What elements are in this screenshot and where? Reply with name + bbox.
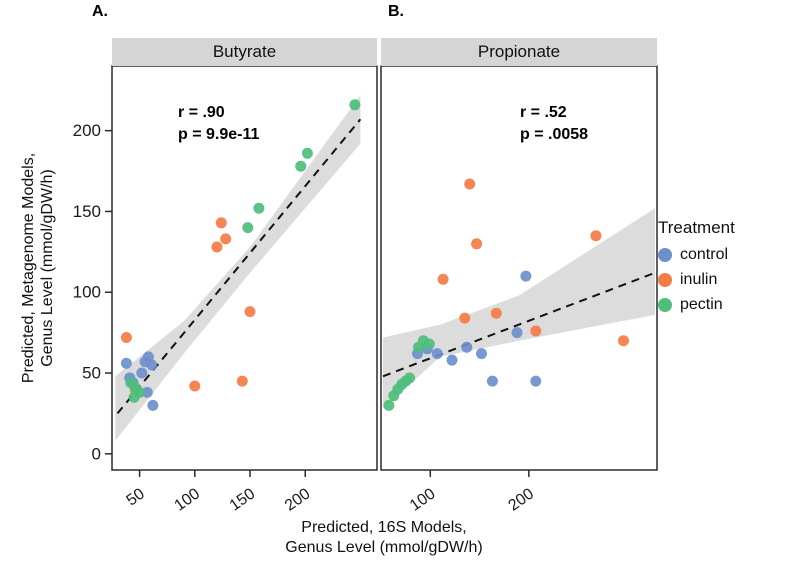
panel-a-r-value: r = .90 — [178, 104, 225, 121]
data-point-inulin — [437, 273, 449, 285]
data-point-inulin — [530, 325, 542, 337]
legend-dot-inulin — [658, 273, 672, 287]
data-point-pectin — [295, 160, 307, 172]
data-point-inulin — [220, 233, 232, 245]
data-point-inulin — [464, 178, 476, 190]
panel-b-stats: r = .52 p = .0058 — [520, 102, 588, 146]
legend-label-inulin: inulin — [680, 271, 718, 288]
data-point-inulin — [618, 335, 629, 347]
data-point-control — [141, 386, 153, 398]
data-point-pectin — [349, 99, 361, 111]
x-axis-tick-label: 100 — [407, 485, 439, 514]
panel-frame — [111, 65, 378, 471]
data-point-inulin — [189, 380, 201, 392]
data-point-pectin — [383, 399, 395, 411]
legend-dot-pectin — [658, 298, 672, 312]
legend-item-pectin: pectin — [658, 296, 735, 314]
y-axis-tick-label: 50 — [82, 364, 101, 383]
y-axis-tick-label: 150 — [73, 202, 101, 221]
strip-butyrate: Butyrate — [112, 38, 377, 66]
data-point-control — [120, 357, 132, 369]
data-point-control — [146, 359, 158, 371]
panel-a-stats: r = .90 p = 9.9e-11 — [178, 102, 259, 146]
y-axis-tick-label: 0 — [92, 444, 101, 463]
data-point-inulin — [459, 312, 471, 324]
regression-line — [116, 118, 362, 415]
data-point-pectin — [242, 222, 254, 234]
legend-item-control: control — [658, 246, 735, 264]
panel-frame — [380, 65, 658, 471]
data-point-inulin — [236, 375, 248, 387]
legend-label-pectin: pectin — [680, 296, 723, 313]
y-axis-title-line1: Predicted, Metagenome Models, — [20, 152, 37, 384]
legend-title: Treatment — [658, 218, 735, 237]
data-point-inulin — [211, 241, 223, 253]
panel-b-p-value: p = .0058 — [520, 126, 589, 143]
panel-b-r-value: r = .52 — [520, 104, 567, 121]
regression-line — [382, 271, 656, 378]
x-axis-tick-label: 150 — [227, 485, 259, 514]
data-point-pectin — [128, 391, 140, 403]
data-point-pectin — [253, 202, 265, 214]
data-point-control — [530, 375, 542, 387]
data-point-pectin — [423, 338, 435, 350]
data-point-pectin — [301, 147, 313, 159]
x-axis-tick-label: 200 — [282, 485, 314, 514]
data-point-inulin — [490, 307, 502, 319]
y-axis-tick-label: 200 — [73, 121, 101, 140]
data-point-control — [446, 354, 458, 366]
data-point-inulin — [471, 238, 483, 250]
data-point-control — [136, 367, 148, 379]
panel-a-p-value: p = 9.9e-11 — [178, 126, 260, 143]
legend-item-inulin: inulin — [658, 271, 735, 289]
x-axis-title-line2: Genus Level (mmol/gDW/h) — [285, 539, 483, 556]
legend-label-control: control — [680, 246, 729, 263]
x-axis-tick-label: 100 — [171, 485, 203, 514]
data-point-control — [431, 348, 443, 360]
data-point-control — [147, 399, 159, 411]
x-axis-title: Predicted, 16S Models, Genus Level (mmol… — [285, 518, 482, 558]
panel-b-label: B. — [388, 3, 404, 20]
x-axis-title-line1: Predicted, 16S Models, — [301, 519, 467, 536]
x-axis-tick-label: 200 — [506, 485, 538, 514]
legend-dot-control — [658, 248, 672, 262]
data-point-control — [476, 348, 487, 360]
confidence-band — [383, 208, 655, 409]
data-point-pectin — [404, 372, 416, 384]
data-point-inulin — [590, 230, 602, 242]
y-axis-title-line2: Genus Level (mmol/gDW/h) — [39, 169, 56, 367]
y-axis-tick-label: 100 — [73, 283, 101, 302]
data-point-control — [520, 270, 532, 282]
panel-a-label: A. — [92, 3, 108, 20]
data-point-control — [511, 327, 523, 339]
y-axis-title: Predicted, Metagenome Models, Genus Leve… — [19, 53, 57, 483]
strip-propionate: Propionate — [381, 38, 657, 66]
data-point-inulin — [120, 332, 132, 343]
data-point-inulin — [215, 217, 227, 229]
legend: Treatment control inulin pectin — [658, 218, 735, 321]
data-point-control — [461, 341, 473, 353]
data-point-inulin — [244, 306, 256, 318]
data-point-control — [486, 375, 498, 387]
x-axis-tick-label: 50 — [124, 485, 148, 509]
